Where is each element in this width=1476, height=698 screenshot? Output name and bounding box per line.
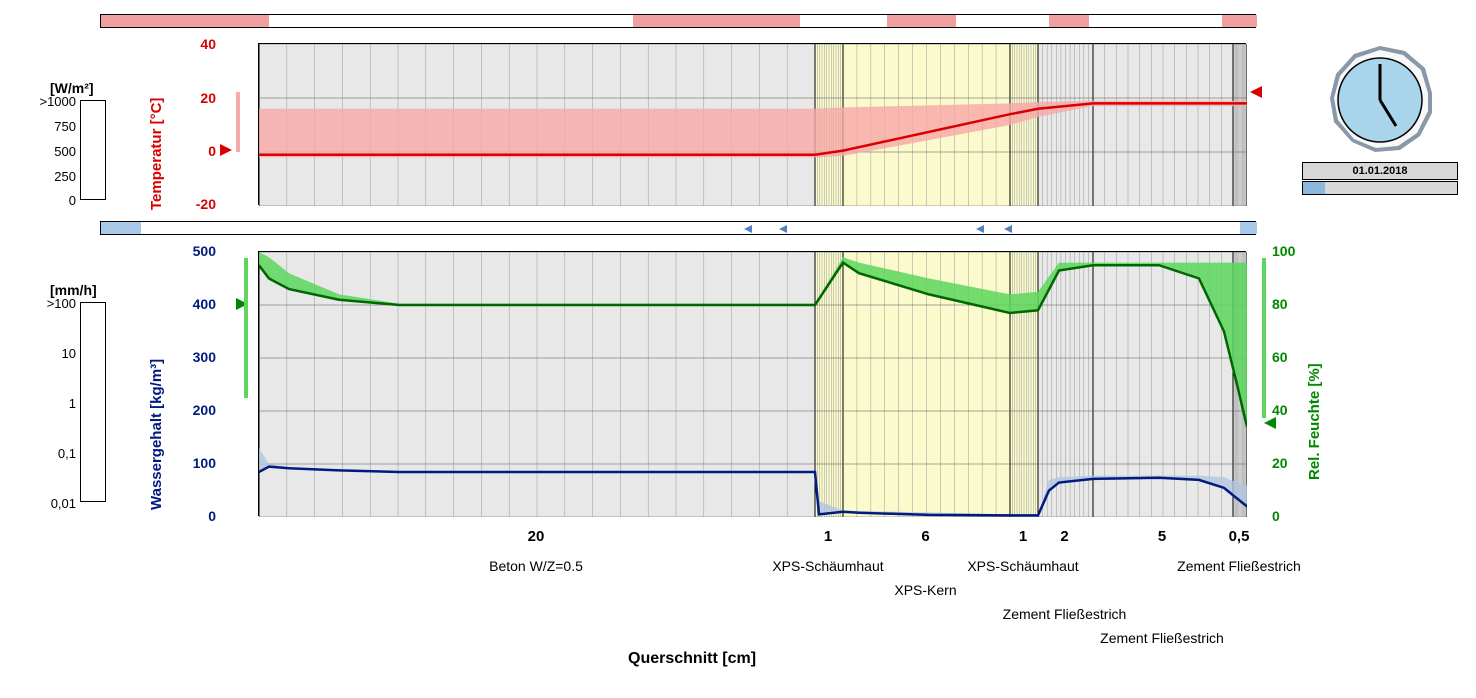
mmh-tick: 0,01 (20, 496, 76, 511)
water-tick: 0 (178, 508, 216, 524)
rh-marker-right (1262, 417, 1278, 433)
navbar-segment (101, 222, 141, 234)
wm2-tick: 500 (20, 144, 76, 159)
rh-range-indicator-right (1262, 258, 1266, 418)
clock (1320, 38, 1440, 158)
water-axis-label: Wassergehalt [kg/m³] (148, 290, 165, 510)
navbar-marker (744, 224, 754, 234)
layer-width-label: 2 (1040, 528, 1090, 545)
water-tick: 400 (178, 296, 216, 312)
moisture-plot (258, 251, 1246, 516)
rh-tick: 0 (1272, 508, 1280, 524)
temp-tick: 20 (186, 90, 216, 106)
layer-width-label: 5 (1137, 528, 1187, 545)
layer-width-label: 6 (901, 528, 951, 545)
navbar-marker (779, 224, 789, 234)
top-navbar[interactable] (100, 14, 1256, 28)
temp-tick: 0 (186, 143, 216, 159)
water-tick: 500 (178, 243, 216, 259)
moist-plot-svg (259, 252, 1247, 517)
layer-width-label: 1 (803, 528, 853, 545)
layer-material-label: Beton W/Z=0.5 (436, 558, 636, 574)
wm2-tick: 0 (20, 193, 76, 208)
rh-tick: 80 (1272, 296, 1288, 312)
navbar-marker (1004, 224, 1014, 234)
wm2-tick: >1000 (20, 94, 76, 109)
mmh-scale-box (80, 302, 106, 502)
rh-tick: 100 (1272, 243, 1295, 259)
layer-width-label: 20 (511, 528, 561, 545)
temp-axis-label: Temperatur [°C] (148, 70, 165, 210)
simulation-progress (1302, 181, 1458, 195)
temp-plot-svg (259, 44, 1247, 206)
temperature-plot (258, 43, 1246, 205)
mmh-tick: 0,1 (20, 446, 76, 461)
mmh-tick: 1 (20, 396, 76, 411)
mmh-tick: >100 (20, 296, 76, 311)
navbar-segment (633, 15, 801, 27)
temp-tick: -20 (180, 196, 216, 212)
temp-range-indicator-left (236, 92, 240, 152)
x-axis-title: Querschnitt [cm] (628, 650, 756, 668)
rh-tick: 60 (1272, 349, 1288, 365)
water-tick: 300 (178, 349, 216, 365)
rh-tick: 20 (1272, 455, 1288, 471)
navbar-segment (101, 15, 269, 27)
navbar-segment (887, 15, 956, 27)
layer-material-label: XPS-Schäumhaut (728, 558, 928, 574)
mid-navbar[interactable] (100, 221, 1256, 235)
layer-material-label: Zement Fließestrich (1062, 630, 1262, 646)
temp-marker-right (1248, 86, 1264, 102)
water-tick: 100 (178, 455, 216, 471)
navbar-marker (976, 224, 986, 234)
navbar-segment (1049, 15, 1089, 27)
date-display: 01.01.2018 (1302, 162, 1458, 180)
rh-axis-label: Rel. Feuchte [%] (1306, 300, 1323, 480)
wm2-tick: 750 (20, 119, 76, 134)
rh-range-indicator-left (244, 258, 248, 398)
layer-material-label: Zement Fließestrich (1139, 558, 1339, 574)
navbar-segment (1240, 222, 1257, 234)
water-tick: 200 (178, 402, 216, 418)
rh-tick: 40 (1272, 402, 1288, 418)
simulation-progress-fill (1303, 182, 1325, 194)
layer-material-label: XPS-Kern (826, 582, 1026, 598)
clock-face (1320, 38, 1440, 158)
navbar-segment (1222, 15, 1257, 27)
wm2-tick: 250 (20, 169, 76, 184)
layer-width-label: 0,5 (1214, 528, 1264, 545)
temp-marker-left (218, 144, 234, 160)
wm2-scale-box (80, 100, 106, 200)
layer-material-label: Zement Fließestrich (965, 606, 1165, 622)
mmh-tick: 10 (20, 346, 76, 361)
layer-material-label: XPS-Schäumhaut (923, 558, 1123, 574)
temp-tick: 40 (186, 36, 216, 52)
